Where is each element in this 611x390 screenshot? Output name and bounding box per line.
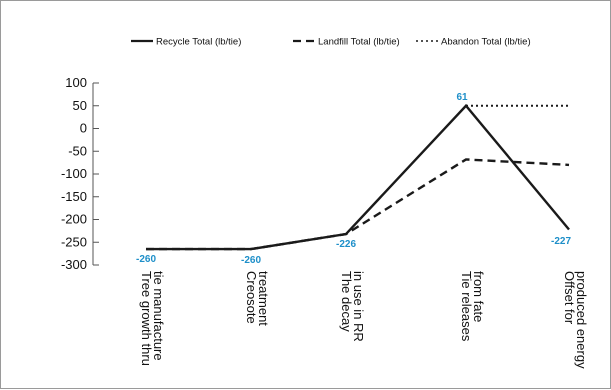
y-tick-label: -150 bbox=[61, 189, 87, 204]
legend-label-3: Abandon Total (lb/tie) bbox=[441, 37, 531, 48]
y-tick-label: 100 bbox=[65, 75, 87, 90]
y-tick-label: 50 bbox=[73, 98, 87, 113]
y-tick-label: -200 bbox=[61, 212, 87, 227]
y-axis: 100 50 0 -50 -100 -150 -200 -250 -300 bbox=[61, 75, 99, 272]
x-category-line: tie manufacture bbox=[151, 271, 166, 361]
data-label: -226 bbox=[336, 239, 356, 250]
x-category-line: from fate bbox=[471, 271, 486, 322]
series-lines bbox=[146, 106, 569, 250]
x-category-line: in use in RR bbox=[351, 271, 366, 342]
y-tick-label: 0 bbox=[80, 121, 87, 136]
series-line-2 bbox=[146, 159, 569, 249]
data-label: 61 bbox=[456, 92, 468, 103]
data-label: -260 bbox=[136, 254, 156, 265]
y-tick-label: -50 bbox=[68, 143, 87, 158]
x-category-line: produced energy bbox=[574, 271, 589, 369]
chart-legend: Recycle Total (lb/tie) Landfill Total (lb… bbox=[131, 37, 531, 48]
y-tick-label: -300 bbox=[61, 257, 87, 272]
data-label: -227 bbox=[551, 236, 571, 247]
y-tick-label: -250 bbox=[61, 234, 87, 249]
x-category-line: treatment bbox=[256, 271, 271, 326]
data-labels: -260 -260 -226 61 -227 bbox=[136, 92, 571, 266]
data-label: -260 bbox=[241, 255, 261, 266]
legend-label-2: Landfill Total (lb/tie) bbox=[318, 37, 400, 48]
y-tick-label: -100 bbox=[61, 166, 87, 181]
legend-label-1: Recycle Total (lb/tie) bbox=[156, 37, 241, 48]
